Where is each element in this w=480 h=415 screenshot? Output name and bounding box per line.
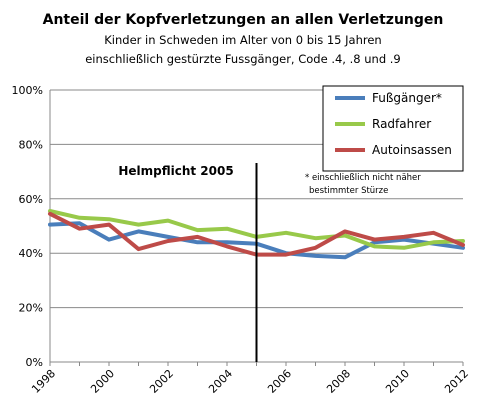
y-tick-label: 100% [12, 84, 43, 97]
x-tick-label: 2010 [383, 367, 412, 396]
legend-label-autoinsassen: Autoinsassen [372, 143, 452, 157]
legend: Fußgänger* Radfahrer Autoinsassen [322, 85, 464, 172]
chart-title: Anteil der Kopfverletzungen an allen Ver… [43, 12, 444, 28]
y-tick-label: 0% [26, 356, 43, 369]
legend-label-fussgaenger: Fußgänger* [372, 91, 442, 105]
x-tick-label: 2012 [442, 367, 471, 396]
legend-label-radfahrer: Radfahrer [372, 117, 431, 131]
y-tick-label: 20% [19, 302, 43, 315]
y-tick-label: 40% [19, 247, 43, 260]
x-tick-label: 1998 [29, 367, 58, 396]
x-tick-label: 2006 [265, 367, 294, 396]
chart-subtitle-line2: einschließlich gestürzte Fussgänger, Cod… [85, 52, 401, 66]
x-axis-ticks: 1998 2000 2002 2004 2006 2008 2010 2012 [29, 362, 471, 396]
y-tick-label: 60% [19, 193, 43, 206]
chart-subtitle-line1: Kinder in Schweden im Alter von 0 bis 15… [104, 33, 381, 47]
x-tick-label: 2008 [324, 367, 353, 396]
x-tick-label: 2002 [147, 367, 176, 396]
helmpflicht-label: Helmpflicht 2005 [118, 164, 233, 178]
y-tick-label: 80% [19, 138, 43, 151]
footnote-line2: bestimmter Stürze [309, 186, 388, 196]
x-tick-label: 2004 [206, 367, 235, 396]
legend-box [322, 85, 464, 172]
y-axis-ticks: 0% 20% 40% 60% 80% 100% [12, 84, 43, 369]
footnote-line1: * einschließlich nicht näher [305, 173, 421, 183]
x-tick-label: 2000 [88, 367, 117, 396]
